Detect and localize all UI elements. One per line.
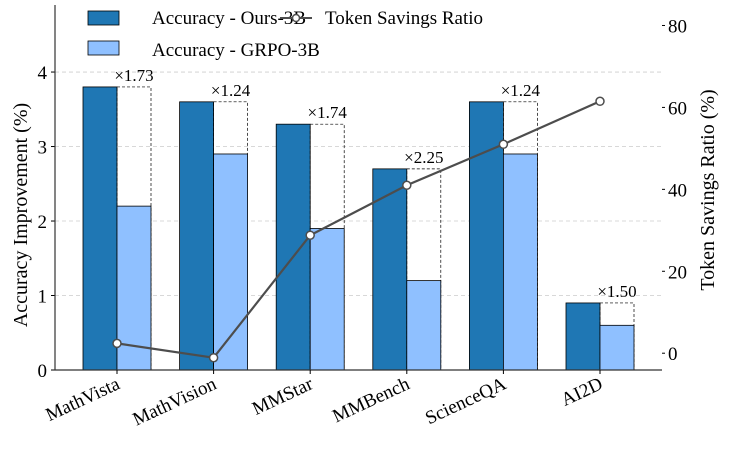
token-savings-point-ai2d — [595, 96, 605, 107]
x-tick-label: MathVision — [130, 373, 221, 430]
token-savings-polyline — [116, 100, 601, 359]
ratio-label: ×1.24 — [501, 81, 541, 100]
token-savings-point-scienceqa — [498, 139, 509, 150]
legend: Accuracy - Ours-3B Accuracy - GRPO-3B To… — [87, 8, 483, 61]
y-tick-label: 4 — [38, 63, 48, 84]
bar-grpo-mathvision — [213, 153, 249, 371]
bar-ours-ai2d — [565, 302, 601, 371]
x-tick-label: MathVista — [43, 373, 124, 426]
ratio-label: ×1.74 — [308, 103, 348, 122]
y-tick-label: 1 — [38, 287, 48, 308]
bar-ours-mathvision — [179, 101, 215, 371]
y-right-tick-label: 80 — [668, 16, 687, 37]
x-tick-label: MMBench — [329, 373, 413, 427]
ratio-label: ×1.50 — [597, 282, 636, 301]
bar-ours-mathvista — [82, 86, 118, 371]
bar-grpo-mmstar — [309, 228, 345, 371]
bar-grpo-mathvista — [116, 205, 152, 371]
y-right-tick-label: 60 — [668, 98, 687, 119]
legend-label-grpo: Accuracy - GRPO-3B — [152, 40, 320, 61]
y-axis-right-label: Token Savings Ratio (%) — [697, 89, 719, 290]
ratio-label: ×1.73 — [114, 66, 153, 85]
x-tick-label: AI2D — [558, 373, 606, 410]
legend-marker — [291, 13, 301, 23]
legend-label-ours: Accuracy - Ours-3B — [152, 8, 306, 29]
bar-grpo-mmbench — [406, 280, 442, 371]
y-right-tick-label: 0 — [668, 344, 678, 365]
token-savings-point-mmstar — [305, 230, 315, 240]
grid — [55, 71, 662, 296]
bars: ×1.73 ×1.24 ×1.74 ×2.25 ×1.24 ×1.50 — [82, 66, 637, 371]
legend-swatch-grpo — [87, 40, 120, 56]
ratio-label: ×2.25 — [404, 148, 443, 167]
ratio-label: ×1.24 — [211, 81, 251, 100]
token-savings-point-mathvision — [208, 352, 219, 363]
x-tick-label: MMStar — [249, 373, 317, 420]
legend-label-token: Token Savings Ratio — [325, 8, 483, 29]
bar-grpo-scienceqa — [502, 153, 538, 371]
legend-swatch-ours — [87, 10, 120, 26]
bar-ours-mmbench — [372, 168, 408, 371]
bar-ours-scienceqa — [468, 101, 504, 371]
x-tick-label: ScienceQA — [422, 373, 510, 429]
token-savings-point-mathvista — [112, 338, 122, 349]
y-tick-label: 0 — [38, 361, 48, 382]
bar-grpo-ai2d — [599, 324, 635, 371]
bar-ours-mmstar — [275, 123, 311, 371]
y-right-tick-label: 40 — [668, 180, 687, 201]
y-axis-label: Accuracy Improvement (%) — [10, 103, 32, 327]
y-right-tick-label: 20 — [668, 262, 687, 283]
y-tick-label: 2 — [38, 212, 48, 233]
token-savings-point-mmbench — [402, 180, 412, 190]
y-tick-label: 3 — [38, 138, 48, 159]
token-savings-line — [112, 96, 605, 363]
